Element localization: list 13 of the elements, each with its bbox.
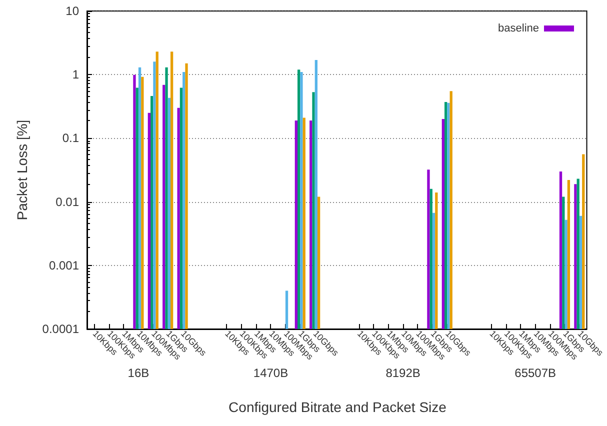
x-axis-title: Configured Bitrate and Packet Size [228,399,447,415]
y-tick-label: 0.001 [48,258,80,272]
y-tick-label: 1 [72,68,80,82]
y-axis-title: Packet Loss [%] [14,120,30,220]
y-tick-label: 10 [66,4,80,18]
legend-label: baseline [498,22,539,34]
text: 1470B [253,366,288,380]
y-tick-label: 0.01 [56,194,80,209]
text: 65507B [514,366,556,380]
text: 16B [128,366,150,380]
y-tick-label: 0.0001 [42,322,80,336]
y-tick-label: 0.1 [62,131,80,146]
text: 8192B [386,366,420,380]
